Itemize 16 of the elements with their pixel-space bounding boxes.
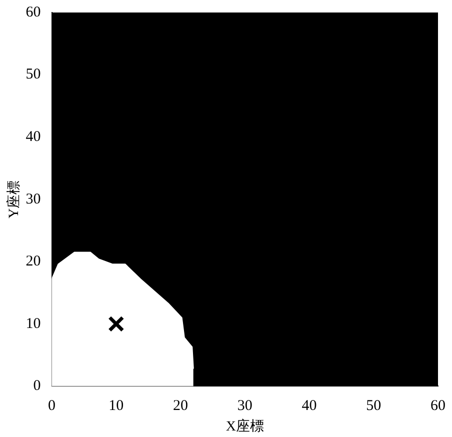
y-tick-label: 0 bbox=[33, 378, 41, 394]
x-tick-label: 60 bbox=[430, 398, 446, 414]
y-axis-title: Y座標 bbox=[6, 180, 22, 218]
y-tick-label: 40 bbox=[26, 129, 41, 146]
x-tick-label: 20 bbox=[173, 398, 188, 414]
y-tick-label: 30 bbox=[26, 191, 41, 208]
x-tick-label: 30 bbox=[237, 398, 252, 414]
x-axis-title: X座標 bbox=[226, 418, 264, 434]
x-tick-label: 50 bbox=[366, 398, 382, 414]
y-tick-label: 20 bbox=[26, 254, 41, 270]
x-tick-label: 0 bbox=[48, 398, 56, 414]
x-tick-label: 40 bbox=[302, 398, 317, 414]
y-tick-label: 10 bbox=[26, 316, 41, 332]
x-tick-label: 10 bbox=[108, 398, 124, 414]
y-tick-label: 50 bbox=[26, 66, 41, 83]
y-tick-label: 60 bbox=[26, 4, 41, 20]
